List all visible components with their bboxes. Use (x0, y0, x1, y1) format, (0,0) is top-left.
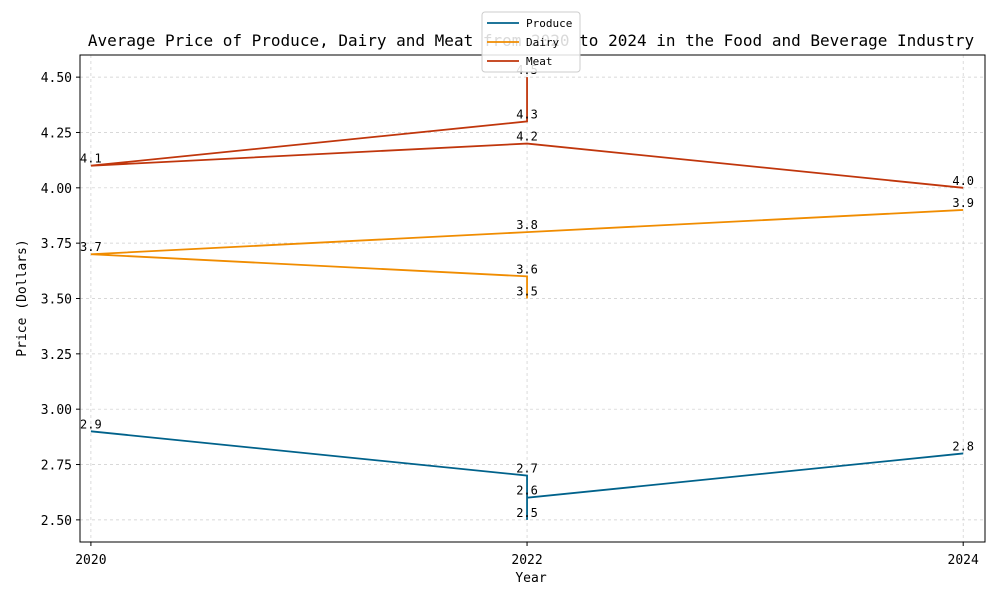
data-label-dairy: 3.9 (952, 196, 974, 210)
y-tick-label: 3.25 (41, 348, 72, 363)
data-label-meat: 4.0 (952, 174, 974, 188)
y-tick-label: 2.75 (41, 459, 72, 474)
data-label-dairy: 3.8 (516, 218, 538, 232)
data-label-meat: 4.3 (516, 107, 538, 121)
x-tick-label: 2022 (511, 553, 542, 568)
y-tick-label: 3.50 (41, 293, 72, 308)
data-label-meat: 4.1 (80, 152, 102, 166)
y-tick-label: 2.50 (41, 514, 72, 529)
legend-label-meat: Meat (526, 55, 553, 68)
axis-ticks: 2020 2022 2024 2.50 2.75 3.00 3.25 3.50 3.75 4.00… (41, 71, 979, 568)
y-tick-label: 4.00 (41, 182, 72, 197)
y-tick-label: 4.25 (41, 126, 72, 141)
legend: Produce Dairy Meat (481, 11, 581, 73)
data-label-produce: 2.7 (516, 462, 538, 476)
series-layer (90, 77, 964, 520)
series-line-dairy (90, 209, 964, 299)
legend-label-produce: Produce (526, 17, 572, 30)
y-tick-label: 4.50 (41, 71, 72, 86)
y-axis-label: Price (Dollars) (15, 239, 30, 356)
legend-label-dairy: Dairy (526, 36, 559, 49)
x-tick-label: 2020 (75, 553, 106, 568)
series-line-meat (90, 77, 964, 189)
y-tick-label: 3.00 (41, 403, 72, 418)
x-tick-label: 2024 (948, 553, 979, 568)
y-tick-label: 3.75 (41, 237, 72, 252)
series-line-produce (90, 430, 964, 520)
data-label-dairy: 3.7 (80, 240, 102, 254)
data-labels: 2.92.72.52.62.83.53.63.73.83.94.54.34.14… (80, 63, 974, 520)
data-label-produce: 2.5 (516, 506, 538, 520)
data-label-produce: 2.8 (952, 439, 974, 453)
data-label-produce: 2.9 (80, 417, 102, 431)
data-label-dairy: 3.6 (516, 262, 538, 276)
x-axis-label: Year (515, 571, 546, 586)
legend-box (481, 11, 581, 73)
grid (80, 55, 985, 542)
data-label-produce: 2.6 (516, 484, 538, 498)
data-label-dairy: 3.5 (516, 285, 538, 299)
data-label-meat: 4.2 (516, 130, 538, 144)
